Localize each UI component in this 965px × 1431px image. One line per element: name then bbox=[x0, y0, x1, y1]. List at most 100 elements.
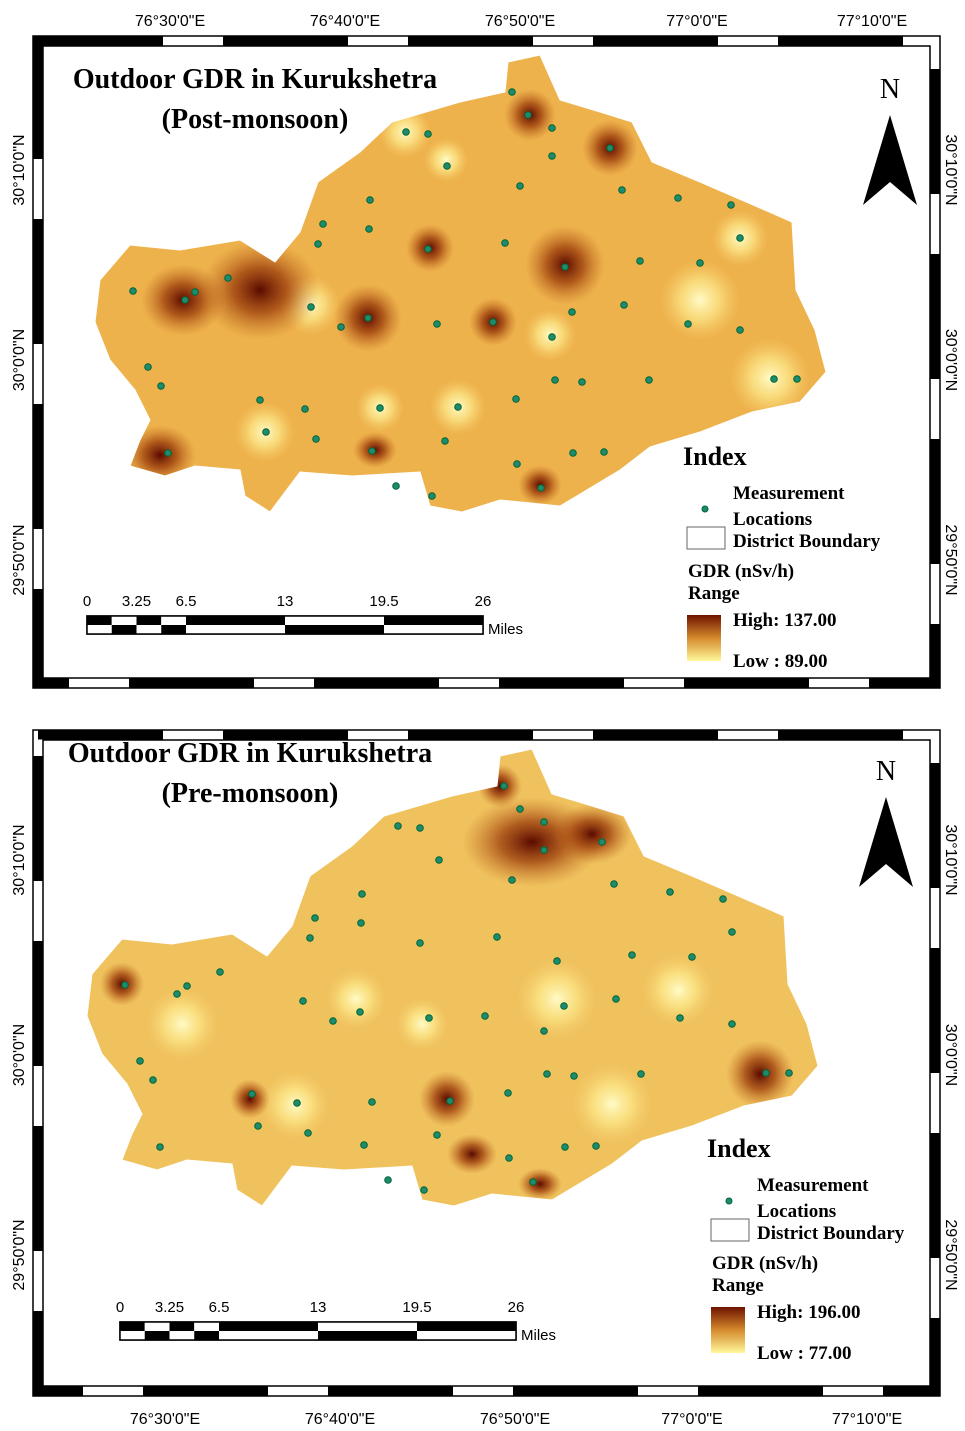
legend-point bbox=[702, 506, 708, 512]
longitude-label: 76°30'0"E bbox=[130, 1411, 200, 1428]
measurement-point bbox=[308, 304, 315, 311]
latitude-label: 29°50'0"N bbox=[11, 524, 28, 595]
measurement-point bbox=[184, 983, 191, 990]
measurement-point bbox=[794, 376, 801, 383]
measurement-point bbox=[307, 935, 314, 942]
legend-label: Locations bbox=[757, 1201, 836, 1222]
measurement-point bbox=[611, 881, 618, 888]
measurement-point bbox=[257, 397, 264, 404]
scale-segment bbox=[318, 1322, 417, 1331]
scale-segment bbox=[161, 616, 186, 625]
legend-boundary-swatch bbox=[687, 527, 725, 549]
measurement-point bbox=[786, 1070, 793, 1077]
measurement-point bbox=[320, 221, 327, 228]
latitude-label: 30°0'0"N bbox=[942, 1024, 959, 1086]
legend-range-title: Range bbox=[712, 1275, 764, 1296]
measurement-point bbox=[444, 163, 451, 170]
measurement-point bbox=[554, 958, 561, 965]
scale-segment bbox=[170, 1322, 195, 1331]
map-subtitle: (Pre-monsoon) bbox=[162, 778, 339, 809]
measurement-point bbox=[530, 1179, 537, 1186]
measurement-point bbox=[729, 929, 736, 936]
measurement-point bbox=[249, 1091, 256, 1098]
measurement-point bbox=[763, 1070, 770, 1077]
longitude-label: 77°0'0"E bbox=[666, 13, 727, 30]
high-zone bbox=[200, 240, 320, 340]
measurement-point bbox=[434, 321, 441, 328]
latitude-label: 30°0'0"N bbox=[11, 329, 28, 391]
measurement-point bbox=[365, 315, 372, 322]
measurement-point bbox=[455, 404, 462, 411]
measurement-point bbox=[502, 240, 509, 247]
measurement-point bbox=[613, 996, 620, 1003]
measurement-point bbox=[330, 1018, 337, 1025]
scale-segment bbox=[120, 1322, 145, 1331]
measurement-point bbox=[729, 1021, 736, 1028]
scale-label: 6.5 bbox=[176, 593, 197, 610]
scale-segment bbox=[87, 616, 112, 625]
measurement-point bbox=[137, 1058, 144, 1065]
measurement-point bbox=[369, 1099, 376, 1106]
scale-label: 26 bbox=[508, 1299, 525, 1316]
scale-segment bbox=[384, 616, 483, 625]
measurement-point bbox=[517, 183, 524, 190]
latitude-label: 30°10'0"N bbox=[942, 134, 959, 205]
measurement-point bbox=[506, 1155, 513, 1162]
scale-label: 13 bbox=[310, 1299, 327, 1316]
measurement-point bbox=[357, 1009, 364, 1016]
measurement-point bbox=[629, 952, 636, 959]
legend-label: Measurement bbox=[733, 483, 845, 504]
longitude-label: 76°40'0"E bbox=[305, 1411, 375, 1428]
scale-segment bbox=[384, 625, 483, 634]
measurement-point bbox=[429, 493, 436, 500]
legend-boundary-swatch bbox=[711, 1219, 749, 1241]
legend-high: High: 137.00 bbox=[733, 610, 836, 631]
measurement-point bbox=[689, 954, 696, 961]
measurement-point bbox=[130, 288, 137, 295]
high-zone bbox=[518, 1168, 562, 1200]
low-zone bbox=[146, 988, 218, 1060]
measurement-point bbox=[619, 187, 626, 194]
measurement-point bbox=[225, 275, 232, 282]
measurement-point bbox=[509, 877, 516, 884]
scale-segment bbox=[186, 616, 285, 625]
measurement-point bbox=[436, 857, 443, 864]
measurement-point bbox=[426, 1015, 433, 1022]
latitude-label: 29°50'0"N bbox=[11, 1219, 28, 1290]
latitude-label: 29°50'0"N bbox=[942, 1219, 959, 1290]
measurement-point bbox=[425, 131, 432, 138]
scale-label: 6.5 bbox=[209, 1299, 230, 1316]
scale-segment bbox=[112, 625, 137, 634]
scale-label: 19.5 bbox=[369, 593, 398, 610]
measurement-point bbox=[393, 483, 400, 490]
latitude-label: 30°10'0"N bbox=[11, 824, 28, 895]
legend-range-title: Range bbox=[688, 583, 740, 604]
legend-label: Measurement bbox=[757, 1175, 869, 1196]
longitude-label: 77°10'0"E bbox=[837, 13, 907, 30]
longitude-label: 76°40'0"E bbox=[310, 13, 380, 30]
low-zone bbox=[517, 959, 597, 1039]
scale-segment bbox=[219, 1331, 318, 1340]
longitude-label: 76°50'0"E bbox=[480, 1411, 550, 1428]
map-panel: 76°30'0"E76°40'0"E76°50'0"E77°0'0"E77°10… bbox=[11, 13, 959, 688]
measurement-point bbox=[599, 839, 606, 846]
measurement-point bbox=[501, 783, 508, 790]
legend-point bbox=[726, 1198, 732, 1204]
measurement-point bbox=[771, 376, 778, 383]
measurement-point bbox=[182, 297, 189, 304]
measurement-point bbox=[338, 324, 345, 331]
measurement-point bbox=[294, 1100, 301, 1107]
measurement-point bbox=[312, 915, 319, 922]
scale-segment bbox=[145, 1322, 170, 1331]
longitude-label: 76°50'0"E bbox=[485, 13, 555, 30]
measurement-point bbox=[482, 1013, 489, 1020]
measurement-point bbox=[447, 1098, 454, 1105]
measurement-point bbox=[549, 153, 556, 160]
low-zone bbox=[396, 998, 448, 1050]
scale-segment bbox=[170, 1331, 195, 1340]
scale-segment bbox=[219, 1322, 318, 1331]
high-zone bbox=[230, 1079, 270, 1119]
measurement-point bbox=[561, 1003, 568, 1010]
scale-label: 13 bbox=[277, 593, 294, 610]
